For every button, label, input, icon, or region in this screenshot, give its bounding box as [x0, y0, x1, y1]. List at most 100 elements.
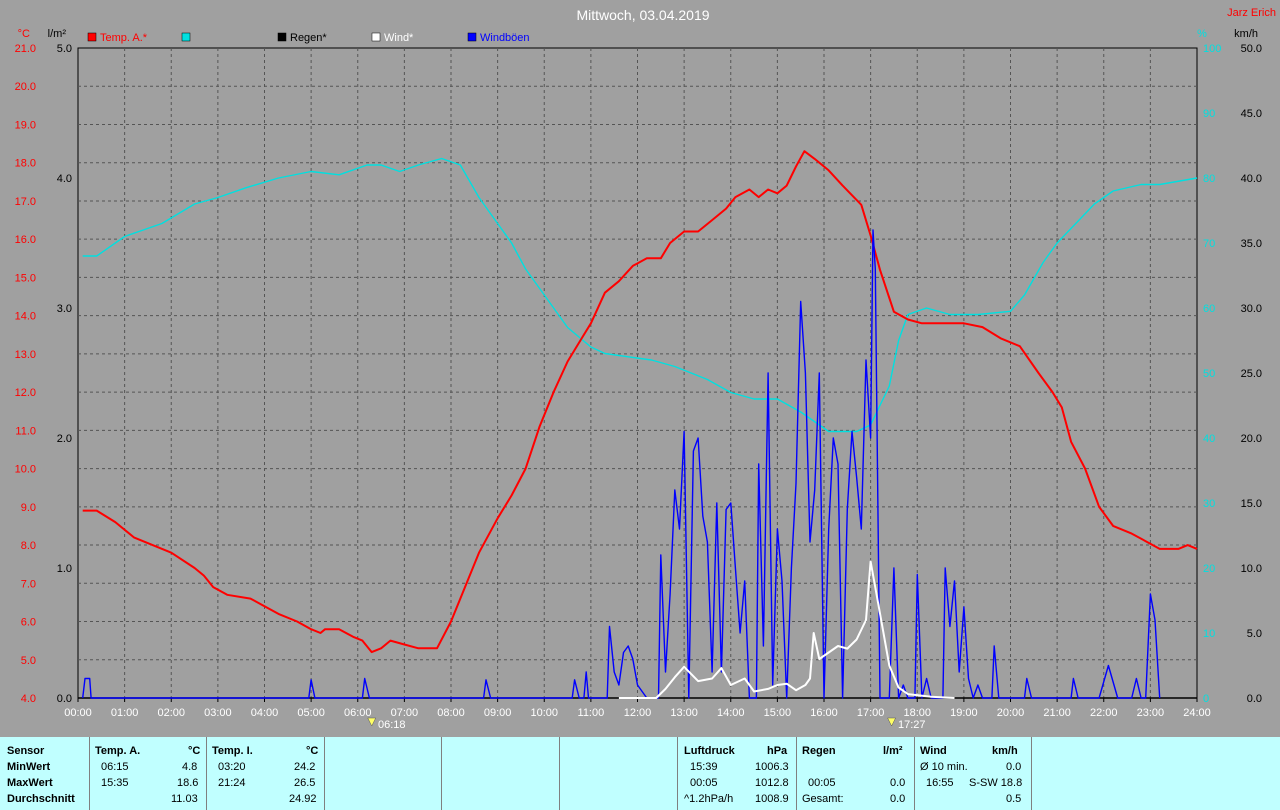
pressure-tick-label: 80	[1203, 173, 1215, 185]
pressure-min-time: 15:39	[690, 761, 718, 773]
x-tick-label: 08:00	[437, 707, 465, 719]
sun-markers: 06:18 17:27	[367, 717, 926, 731]
temp-a-avg: 11.03	[171, 793, 198, 805]
pressure-tick-label: 30	[1203, 498, 1215, 510]
temp-i-unit: °C	[306, 745, 319, 757]
temp-tick-label: 19.0	[15, 119, 36, 131]
chart-grid	[77, 47, 1198, 699]
pressure-trend: ^1.2hPa/h	[684, 793, 734, 805]
wind-tick-label: 45.0	[1241, 108, 1262, 120]
temp-tick-label: 7.0	[21, 578, 36, 590]
x-tick-label: 22:00	[1090, 707, 1118, 719]
x-tick-label: 06:00	[344, 707, 372, 719]
rain-total-label: Gesamt:	[802, 793, 844, 805]
temp-a-min-time: 06:15	[101, 761, 129, 773]
temp-tick-label: 6.0	[21, 617, 36, 629]
wind-tick-label: 5.0	[1247, 628, 1262, 640]
temp-a-min: 4.8	[182, 761, 198, 773]
series-line-1	[82, 157, 1198, 433]
wind-tick-label: 30.0	[1241, 303, 1262, 315]
row-label-min: MinWert	[7, 761, 51, 773]
rain-tick-label: 4.0	[57, 173, 72, 185]
row-label-max: MaxWert	[7, 777, 53, 789]
rain-total: 0.0	[890, 793, 906, 805]
chart-axes: 4.0 5.0 6.0 7.0 8.0 9.0 10.0 11.0 12.0 13.0 14.0 15…	[15, 43, 1262, 719]
chart-legend: Temp. A.* Regen* Wind* Windböen	[87, 32, 530, 44]
row-label-sensor: Sensor	[7, 745, 45, 757]
wind-tick-label: 25.0	[1241, 368, 1262, 380]
temp-a-header: Temp. A.	[95, 745, 141, 757]
wind-tick-label: 40.0	[1241, 173, 1262, 185]
rain-unit-label: l/m²	[48, 28, 67, 40]
pressure-tick-label: 100	[1203, 43, 1221, 55]
rain-unit: l/m²	[883, 745, 903, 757]
temp-tick-label: 8.0	[21, 540, 36, 552]
weather-chart: Mittwoch, 03.04.2019 Jarz Erich °C l/m² …	[15, 7, 1276, 731]
legend-label-3: Wind*	[384, 32, 414, 44]
wind-tick-label: 20.0	[1241, 433, 1262, 445]
temp-tick-label: 18.0	[15, 158, 36, 170]
wind-header: Wind	[920, 745, 947, 757]
chart-series	[78, 150, 1198, 699]
x-tick-label: 24:00	[1183, 707, 1211, 719]
x-tick-label: 21:00	[1043, 707, 1071, 719]
legend-label-2: Regen*	[290, 32, 327, 44]
chart-title: Mittwoch, 03.04.2019	[576, 7, 709, 23]
temp-tick-label: 16.0	[15, 234, 36, 246]
wind-avg: 0.5	[1006, 793, 1022, 805]
temp-tick-label: 9.0	[21, 502, 36, 514]
temp-i-avg: 24.92	[289, 793, 317, 805]
pressure-tick-label: 40	[1203, 433, 1215, 445]
series-line-0	[82, 150, 1198, 654]
temp-tick-label: 5.0	[21, 655, 36, 667]
temp-a-max: 18.6	[177, 777, 199, 789]
wind-tick-label: 50.0	[1241, 43, 1262, 55]
pressure-unit-label: %	[1197, 28, 1207, 40]
pressure-tick-label: 20	[1203, 563, 1215, 575]
temp-tick-label: 11.0	[15, 425, 36, 437]
temp-tick-label: 13.0	[15, 349, 36, 361]
pressure-header: Luftdruck	[684, 745, 735, 757]
temp-i-max: 26.5	[294, 777, 316, 789]
x-tick-label: 18:00	[903, 707, 931, 719]
x-tick-label: 20:00	[997, 707, 1025, 719]
rain-tick-label: 3.0	[57, 303, 72, 315]
sunset-label: 17:27	[898, 719, 926, 731]
rain-header: Regen	[802, 745, 836, 757]
wind-tick-label: 0.0	[1247, 693, 1262, 705]
x-tick-label: 04:00	[251, 707, 279, 719]
pressure-tick-label: 90	[1203, 108, 1215, 120]
legend-swatch-1	[181, 32, 191, 42]
pressure-unit: hPa	[767, 745, 788, 757]
x-tick-label: 13:00	[670, 707, 698, 719]
x-tick-label: 07:00	[391, 707, 419, 719]
rain-tick-label: 1.0	[57, 563, 72, 575]
rain-tick-label: 2.0	[57, 433, 72, 445]
pressure-tick-label: 60	[1203, 303, 1215, 315]
pressure-tick-label: 70	[1203, 238, 1215, 250]
legend-swatch-2	[277, 32, 287, 42]
legend-label-0: Temp. A.*	[100, 32, 148, 44]
legend-swatch-0	[87, 32, 97, 42]
temp-unit-label: °C	[18, 28, 30, 40]
author-label: Jarz Erich	[1227, 7, 1276, 19]
temp-tick-label: 17.0	[15, 196, 36, 208]
stats-panel: Sensor MinWert MaxWert Durchschnitt Temp…	[0, 737, 1280, 810]
series-line-4	[82, 229, 1161, 699]
pressure-tick-label: 50	[1203, 368, 1215, 380]
wind-unit-label: km/h	[1234, 28, 1258, 40]
wind-unit: km/h	[992, 745, 1018, 757]
pressure-max-time: 00:05	[690, 777, 718, 789]
x-tick-label: 16:00	[810, 707, 838, 719]
wind-max-time: 16:55	[926, 777, 954, 789]
temp-tick-label: 14.0	[15, 311, 36, 323]
x-tick-label: 03:00	[204, 707, 232, 719]
rain-time: 00:05	[808, 777, 836, 789]
sunset-marker-icon	[887, 717, 897, 727]
legend-swatch-4	[467, 32, 477, 42]
pressure-max: 1012.8	[755, 777, 789, 789]
pressure-min: 1006.3	[755, 761, 789, 773]
sunrise-marker-icon	[367, 717, 377, 727]
temp-i-min-time: 03:20	[218, 761, 246, 773]
x-tick-label: 05:00	[297, 707, 325, 719]
